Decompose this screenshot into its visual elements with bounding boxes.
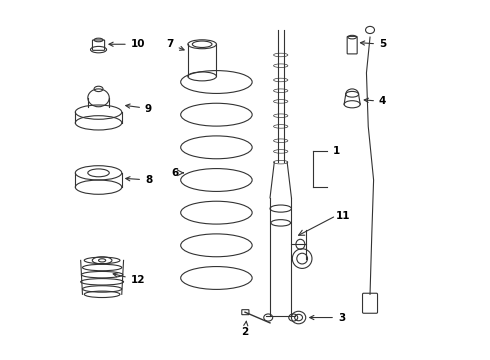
Text: 3: 3 (310, 312, 345, 323)
Text: 5: 5 (361, 39, 386, 49)
Text: 4: 4 (364, 96, 386, 107)
Text: 1: 1 (333, 147, 340, 157)
Text: 7: 7 (167, 39, 184, 50)
Text: 6: 6 (172, 168, 179, 178)
Text: 12: 12 (113, 273, 145, 285)
Text: 2: 2 (242, 321, 248, 337)
Text: 10: 10 (109, 39, 145, 49)
Text: 11: 11 (336, 211, 350, 221)
Text: 9: 9 (126, 104, 152, 113)
Text: 8: 8 (126, 175, 152, 185)
